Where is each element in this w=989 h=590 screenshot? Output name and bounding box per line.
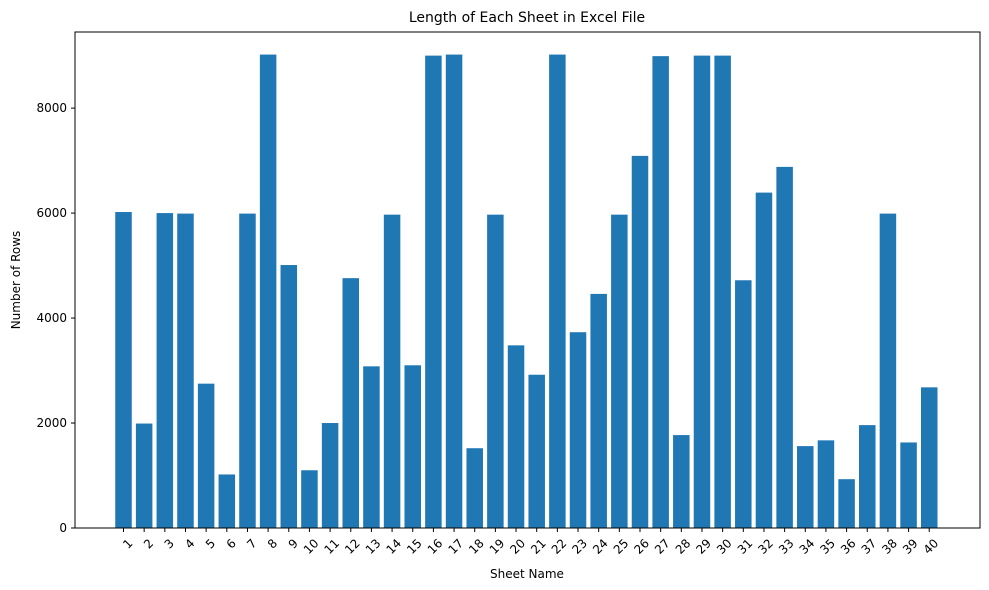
bar-sheet-25 (611, 214, 628, 528)
bar-sheet-29 (693, 55, 711, 529)
bar-sheet-37 (859, 425, 876, 528)
x-tick-label: 17 (445, 536, 466, 557)
bar-sheet-8 (259, 54, 277, 528)
y-tick-label: 2000 (36, 416, 67, 430)
bar-sheet-7 (239, 213, 256, 528)
x-axis-label: Sheet Name (490, 567, 564, 581)
x-tick-label: 3 (162, 536, 177, 551)
x-tick-label: 32 (755, 536, 776, 557)
x-tick-label: 9 (286, 536, 301, 551)
x-tick-label: 30 (714, 536, 735, 557)
y-tick-label: 4000 (36, 311, 67, 325)
x-tick-label: 19 (487, 536, 508, 557)
bar-sheet-4 (177, 213, 194, 528)
bar-sheet-38 (879, 213, 897, 528)
y-tick-label: 8000 (36, 101, 67, 115)
x-tick-label: 25 (611, 536, 632, 557)
bar-sheet-20 (507, 345, 525, 528)
bar-sheet-23 (569, 332, 587, 528)
y-tick-label: 6000 (36, 206, 67, 220)
x-tick-label: 37 (859, 536, 880, 557)
bar-sheet-30 (714, 55, 731, 529)
bar-sheet-12 (342, 278, 360, 528)
bar-sheet-26 (631, 155, 649, 528)
x-tick-label: 23 (569, 536, 590, 557)
x-tick-label: 22 (549, 536, 570, 557)
bar-sheet-15 (404, 365, 421, 528)
bar-sheet-32 (755, 192, 773, 529)
x-tick-label: 26 (631, 536, 652, 557)
y-axis: 0 2000 4000 6000 8000 (36, 101, 75, 535)
x-tick-label: 24 (590, 536, 611, 557)
x-tick-label: 33 (776, 536, 797, 557)
bar-sheet-28 (673, 435, 690, 528)
x-tick-label: 21 (528, 536, 549, 557)
x-tick-label: 31 (735, 536, 756, 557)
x-tick-label: 20 (507, 536, 528, 557)
bar-sheet-18 (466, 448, 483, 528)
bar-sheet-5 (197, 383, 215, 528)
x-tick-label: 16 (425, 536, 446, 557)
bar-sheet-36 (838, 479, 855, 528)
x-tick-label: 7 (244, 536, 259, 551)
x-tick-label: 39 (900, 536, 921, 557)
bar-sheet-3 (156, 213, 174, 528)
x-tick-label: 6 (224, 536, 239, 551)
bar-sheet-16 (425, 55, 442, 529)
x-tick-label: 12 (342, 536, 363, 557)
bar-sheet-27 (652, 56, 669, 528)
bar-sheet-34 (797, 446, 814, 528)
bar-sheet-14 (383, 214, 401, 528)
x-tick-label: 10 (301, 536, 322, 557)
x-axis: 1 2 3 4 5 6 7 8 9 10 11 12 13 14 15 16 17 18 19 20 21 22 23 24 2… (120, 528, 941, 557)
bar-sheet-1 (115, 212, 132, 528)
x-tick-label: 28 (673, 536, 694, 557)
bar-sheet-13 (363, 366, 380, 528)
x-tick-label: 29 (693, 536, 714, 557)
x-tick-label: 27 (652, 536, 673, 557)
bars-group (115, 54, 938, 529)
x-tick-label: 13 (363, 536, 384, 557)
bar-sheet-6 (218, 474, 236, 528)
plot-frame (74, 31, 981, 529)
x-tick-label: 14 (383, 536, 404, 557)
x-tick-label: 18 (466, 536, 487, 557)
bar-sheet-21 (528, 374, 545, 528)
bar-sheet-31 (735, 280, 752, 528)
bar-sheet-2 (135, 423, 153, 528)
x-tick-label: 40 (921, 536, 942, 557)
y-tick-label: 0 (59, 521, 67, 535)
bar-sheet-10 (301, 470, 318, 528)
chart-title: Length of Each Sheet in Excel File (409, 10, 645, 26)
x-tick-label: 11 (321, 536, 342, 557)
bar-sheet-40 (920, 387, 938, 528)
bar-sheet-11 (321, 423, 339, 528)
bar-sheet-17 (445, 54, 463, 528)
x-tick-label: 15 (404, 536, 425, 557)
bar-sheet-24 (590, 293, 607, 528)
y-axis-label: Number of Rows (9, 231, 23, 330)
x-tick-label: 35 (817, 536, 838, 557)
x-tick-label: 5 (203, 536, 218, 551)
x-tick-label: 4 (182, 536, 197, 551)
bar-sheet-9 (280, 265, 298, 528)
bar-sheet-33 (776, 166, 793, 528)
x-tick-label: 34 (797, 536, 818, 557)
bar-sheet-22 (549, 54, 566, 528)
x-tick-label: 2 (141, 536, 156, 551)
bar-sheet-35 (817, 440, 835, 528)
bar-sheet-19 (487, 214, 504, 528)
x-tick-label: 8 (265, 536, 280, 551)
bar-sheet-39 (900, 442, 917, 528)
x-tick-label: 36 (838, 536, 859, 557)
x-tick-label: 1 (120, 536, 135, 551)
x-tick-label: 38 (879, 536, 900, 557)
